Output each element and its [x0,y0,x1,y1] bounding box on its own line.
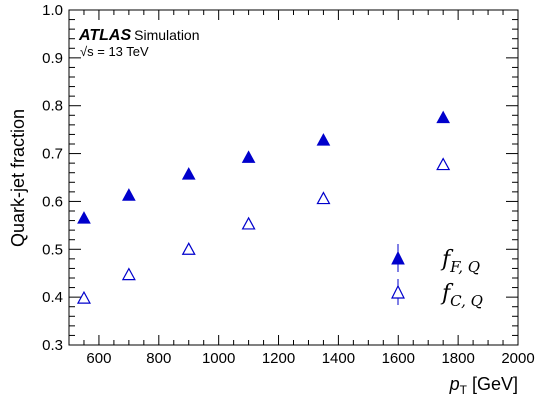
legend-cq-sub: C, Q [450,292,483,310]
legend-entry-f-fq: fF, Q [391,244,480,276]
x-tick-label: 1800 [441,350,474,367]
legend-fq-sub: F, Q [449,258,480,276]
tick-labels: 600 800 1000 1200 1400 1600 1800 2000 0.3 0.4 0.5 0… [42,2,535,367]
y-tick-label: 0.6 [42,193,63,210]
data-point [436,110,451,124]
x-axis-title: pT [GeV] [449,374,518,397]
data-point [77,211,91,224]
legend-cq-marker [391,284,405,299]
x-tick-label: 1400 [322,350,355,367]
x-tick-label: 2000 [501,350,534,367]
y-tick-label: 0.4 [42,289,63,306]
data-point [76,290,91,304]
data-point [436,157,451,171]
atlas-simulation: Simulation [134,27,199,43]
x-axis-title-main: p [449,374,460,394]
legend-fq-label: fF, Q [440,247,480,276]
x-tick-label: 1200 [262,350,295,367]
legend-cq-label: fC, Q [440,281,483,310]
data-point [316,133,331,146]
series-layer [76,110,451,304]
data-point [121,267,136,281]
x-tick-label: 1000 [202,350,235,367]
x-tick-label: 800 [146,350,171,367]
data-point [241,150,256,163]
y-axis-title: Quark-jet fraction [8,109,28,247]
x-axis-title-unit: [GeV] [467,374,518,394]
series-f-cq [76,157,451,304]
axis-ticks [68,9,519,346]
y-tick-label: 0.9 [42,50,63,67]
data-point [181,167,196,180]
data-point [122,188,136,201]
data-point [241,216,256,230]
atlas-name: ATLAS [78,27,131,44]
x-tick-label: 600 [86,350,111,367]
legend-fq-marker [391,250,405,265]
y-tick-label: 1.0 [42,2,63,19]
atlas-label: ATLAS Simulation [78,27,200,44]
data-point [181,242,196,255]
y-tick-label: 0.5 [42,241,63,258]
energy-label: √s = 13 TeV [80,44,149,59]
y-tick-label: 0.3 [42,337,63,354]
legend: fF, Q fC, Q [391,244,483,310]
series-f-fq [77,110,451,224]
legend-entry-f-cq: fC, Q [391,279,483,310]
data-point [316,191,331,205]
y-tick-label: 0.8 [42,98,63,115]
x-axis-title-sub: T [460,383,468,397]
x-tick-label: 1600 [382,350,415,367]
y-tick-label: 0.7 [42,146,63,163]
